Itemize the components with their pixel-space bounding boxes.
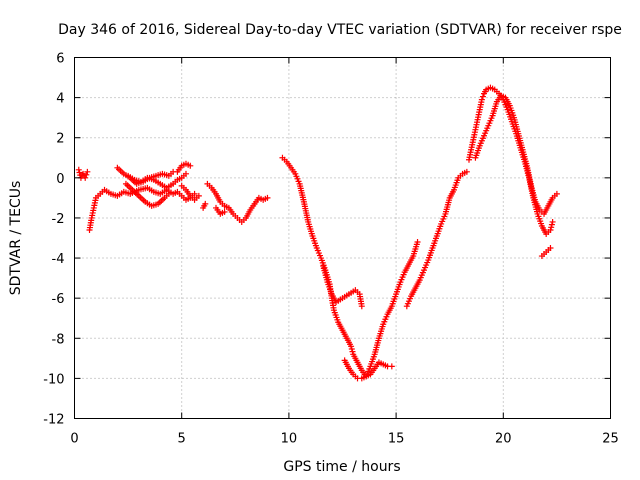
data-point [348,345,355,352]
y-tick-labels: -12 -10 -8 -6 -4 -2 0 2 4 6 [43,52,64,428]
x-tick-labels: 0 5 10 15 20 25 [70,432,618,447]
data-point [195,192,202,199]
data-point [358,303,365,310]
y-tick-label: 4 [56,92,64,107]
data-point [553,190,560,197]
data-point [84,168,91,175]
x-tick-label: 10 [281,432,298,447]
data-point [463,168,470,175]
data-point [182,170,189,177]
data-point [479,93,486,100]
x-tick-label: 15 [388,432,405,447]
data-point [221,208,228,215]
data-point [547,226,554,233]
data-point [548,224,555,231]
grid-lines [74,57,611,419]
data-point [548,221,555,228]
y-tick-label: -6 [52,292,65,307]
data-points [75,84,560,382]
y-tick-label: -10 [43,372,64,387]
data-point [414,239,421,246]
y-tick-label: -8 [52,332,65,347]
data-point [478,96,485,103]
axis-ticks [74,57,611,419]
data-point [549,218,556,225]
data-point [388,363,395,370]
data-point [75,166,82,173]
y-tick-label: -12 [43,413,64,428]
data-point [83,171,90,178]
x-tick-label: 0 [70,432,78,447]
plot-frame [74,57,611,419]
data-point [187,162,194,169]
x-axis-label: GPS time / hours [283,459,400,475]
data-point [82,174,89,181]
data-point [76,169,83,176]
data-point [348,343,355,350]
x-tick-label: 5 [178,432,186,447]
chart-title: Day 346 of 2016, Sidereal Day-to-day VTE… [58,22,622,38]
y-tick-label: -2 [52,212,65,227]
data-point [191,190,198,197]
data-point [349,348,356,355]
x-tick-label: 25 [602,432,619,447]
y-tick-label: 6 [56,52,64,67]
data-point [547,245,554,252]
data-point [165,190,172,197]
data-point [264,194,271,201]
y-tick-label: 2 [56,132,64,147]
y-axis-label: SDTVAR / TECUs [8,181,24,296]
y-tick-label: 0 [56,172,64,187]
x-tick-label: 20 [495,432,512,447]
y-tick-label: -4 [52,252,65,267]
data-point [202,200,209,207]
